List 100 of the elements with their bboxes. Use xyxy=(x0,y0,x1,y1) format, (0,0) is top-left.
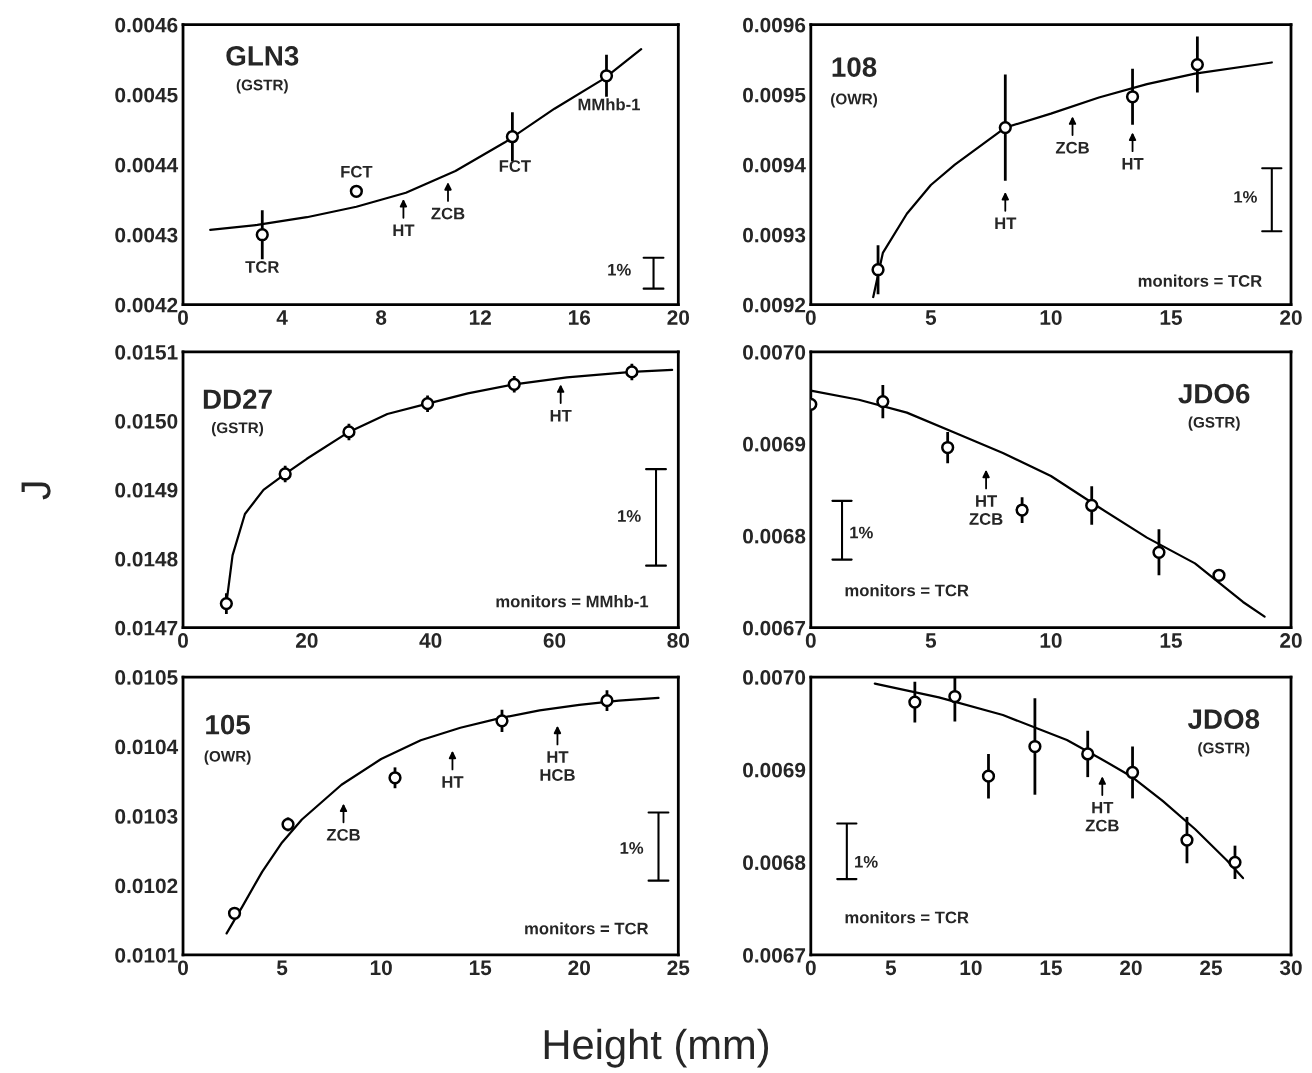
y-tick-label: 0.0102 xyxy=(115,878,178,894)
y-tick-label: 0.0151 xyxy=(115,344,178,360)
text: 105 xyxy=(206,714,250,735)
y-axis-title: J xyxy=(21,482,51,500)
y-tick-label: 0.0070 xyxy=(743,670,806,685)
annotation: 1% xyxy=(850,526,873,539)
x-tick-label: 30 xyxy=(1279,960,1302,976)
annotation: 1% xyxy=(1234,191,1257,203)
x-tick-label: 15 xyxy=(469,960,492,976)
annotation: monitors = MMhb-1 xyxy=(496,595,649,608)
text: JDO8 xyxy=(1187,709,1260,729)
annotation: HT xyxy=(442,776,464,788)
y-tick-label: 0.0068 xyxy=(743,855,806,871)
annotation: 1% xyxy=(618,510,641,522)
y-tick-label: 0.0045 xyxy=(115,87,178,103)
x-tick-label: 5 xyxy=(925,310,937,325)
annotation: HT xyxy=(1122,158,1144,170)
x-tick-label: 12 xyxy=(469,310,491,325)
x-tick-label: 40 xyxy=(419,633,442,648)
annotation: monitors = TCR xyxy=(1138,274,1262,287)
x-tick-label: 20 xyxy=(667,310,690,325)
annotation: HT HCB xyxy=(540,751,575,781)
annotation: MMhb-1 xyxy=(578,98,640,111)
annotation: ZCB xyxy=(326,828,360,841)
x-tick-label: 10 xyxy=(370,960,392,976)
y-tick-label: 0.0103 xyxy=(115,809,178,824)
y-tick-label: 0.0067 xyxy=(743,620,806,636)
y-tick-label: 0.0148 xyxy=(115,551,178,567)
y-tick-label: 0.0092 xyxy=(743,297,806,313)
annotation: HT ZCB xyxy=(969,495,1003,525)
text: (GSTR) xyxy=(236,79,288,94)
y-tick-label: 0.0147 xyxy=(115,620,178,636)
annotation: 1% xyxy=(855,855,878,868)
annotation: monitors = TCR xyxy=(525,922,649,935)
text: JDO6 xyxy=(1178,383,1250,404)
annotation: HT xyxy=(550,409,572,422)
annotation: ZCB xyxy=(431,207,465,220)
y-tick-label: 0.0042 xyxy=(115,297,178,313)
y-tick-label: 0.0070 xyxy=(743,344,806,360)
annotation: ZCB xyxy=(1055,141,1089,154)
annotation: 1% xyxy=(608,263,631,276)
x-tick-label: 10 xyxy=(1040,310,1062,325)
x-axis-title: Height (mm) xyxy=(544,1028,769,1068)
x-tick-label: 5 xyxy=(885,960,897,976)
text: 108 xyxy=(832,57,877,77)
y-tick-label: 0.0105 xyxy=(115,670,178,685)
y-tick-label: 0.0067 xyxy=(743,947,806,963)
x-tick-label: 20 xyxy=(295,633,318,648)
annotation: monitors = TCR xyxy=(845,911,969,924)
x-tick-label: 25 xyxy=(667,960,690,976)
x-tick-label: 5 xyxy=(276,960,288,976)
text: (OWR) xyxy=(831,93,878,108)
annotation: monitors = TCR xyxy=(845,584,969,597)
x-tick-label: 15 xyxy=(1040,960,1062,976)
x-tick-label: 20 xyxy=(1120,960,1142,976)
y-tick-label: 0.0043 xyxy=(115,227,178,243)
y-tick-label: 0.0096 xyxy=(743,17,806,33)
x-tick-label: 0 xyxy=(178,310,188,325)
y-tick-label: 0.0068 xyxy=(743,528,806,544)
text: GLN3 xyxy=(226,46,299,66)
annotation: FCT xyxy=(341,165,373,178)
y-tick-label: 0.0069 xyxy=(743,436,806,452)
x-tick-label: 25 xyxy=(1200,960,1222,976)
y-tick-label: 0.0046 xyxy=(115,17,178,33)
annotation: FCT xyxy=(499,160,531,172)
y-tick-label: 0.0149 xyxy=(115,482,178,498)
text: (OWR) xyxy=(204,750,251,765)
y-tick-label: 0.0093 xyxy=(743,227,806,243)
x-tick-label: 0 xyxy=(805,310,816,325)
x-tick-label: 15 xyxy=(1160,310,1182,325)
y-tick-label: 0.0101 xyxy=(115,947,178,963)
x-tick-label: 0 xyxy=(805,960,816,976)
y-tick-label: 0.0069 xyxy=(743,762,806,778)
y-tick-label: 0.0095 xyxy=(743,87,806,103)
x-tick-label: 15 xyxy=(1160,633,1182,648)
x-tick-label: 60 xyxy=(543,633,566,648)
annotation: 1% xyxy=(620,842,644,854)
text: (GSTR) xyxy=(1198,742,1250,757)
annotation: HT ZCB xyxy=(1085,801,1119,832)
text: (GSTR) xyxy=(1188,416,1240,431)
x-tick-label: 0 xyxy=(178,633,188,648)
x-tick-label: 8 xyxy=(376,310,387,325)
x-tick-label: 80 xyxy=(667,633,690,648)
y-tick-label: 0.0150 xyxy=(115,413,178,429)
x-tick-label: 20 xyxy=(568,960,590,976)
x-tick-label: 4 xyxy=(276,310,288,325)
y-tick-label: 0.0094 xyxy=(743,157,806,173)
x-tick-label: 0 xyxy=(805,633,816,648)
x-tick-label: 16 xyxy=(568,310,591,325)
y-tick-label: 0.0044 xyxy=(115,157,179,173)
y-tick-label: 0.0104 xyxy=(115,739,179,755)
x-tick-label: 10 xyxy=(960,960,982,976)
annotation: HT xyxy=(995,217,1017,230)
x-tick-label: 20 xyxy=(1280,633,1302,648)
x-tick-label: 5 xyxy=(925,633,937,648)
annotation: TCR xyxy=(245,261,280,273)
annotation: HT xyxy=(393,224,415,237)
text: DD27 xyxy=(203,389,272,409)
x-tick-label: 0 xyxy=(178,960,188,976)
x-tick-label: 10 xyxy=(1040,633,1062,648)
